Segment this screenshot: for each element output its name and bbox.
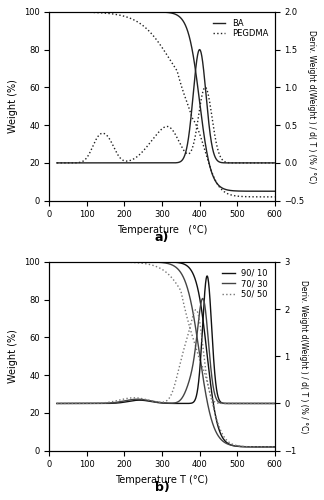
Text: b): b) <box>155 481 169 494</box>
PEGDMA <box>55 9 59 15</box>
PEGDMA <box>273 194 277 200</box>
PEGDMA <box>148 29 152 35</box>
Y-axis label: Weight (%): Weight (%) <box>8 80 18 133</box>
BA <box>55 9 59 15</box>
BA <box>80 9 84 15</box>
Line: PEGDMA: PEGDMA <box>57 12 275 197</box>
X-axis label: Temperature T (°C): Temperature T (°C) <box>115 475 209 485</box>
PEGDMA <box>93 10 97 16</box>
Y-axis label: Deriv. Weight d(Weight ) / d( T ) (% / °C): Deriv. Weight d(Weight ) / d( T ) (% / °… <box>307 30 316 183</box>
BA <box>138 9 142 15</box>
BA <box>148 9 152 15</box>
PEGDMA <box>269 194 272 200</box>
Text: a): a) <box>155 231 169 244</box>
BA <box>93 9 97 15</box>
Y-axis label: Deriv. Weight d(Weight ) / d( T ) (% / °C): Deriv. Weight d(Weight ) / d( T ) (% / °… <box>299 280 308 433</box>
Legend: 90/ 10, 70/ 30, 50/ 50: 90/ 10, 70/ 30, 50/ 50 <box>220 266 271 302</box>
PEGDMA <box>138 20 142 26</box>
BA <box>269 188 272 194</box>
PEGDMA <box>80 9 84 15</box>
Line: BA: BA <box>57 12 275 191</box>
PEGDMA <box>245 194 249 200</box>
Legend: BA, PEGDMA: BA, PEGDMA <box>210 16 271 40</box>
Y-axis label: Weight (%): Weight (%) <box>8 330 18 383</box>
X-axis label: Temperature   (°C): Temperature (°C) <box>117 225 207 235</box>
BA <box>245 188 249 194</box>
BA <box>273 188 277 194</box>
